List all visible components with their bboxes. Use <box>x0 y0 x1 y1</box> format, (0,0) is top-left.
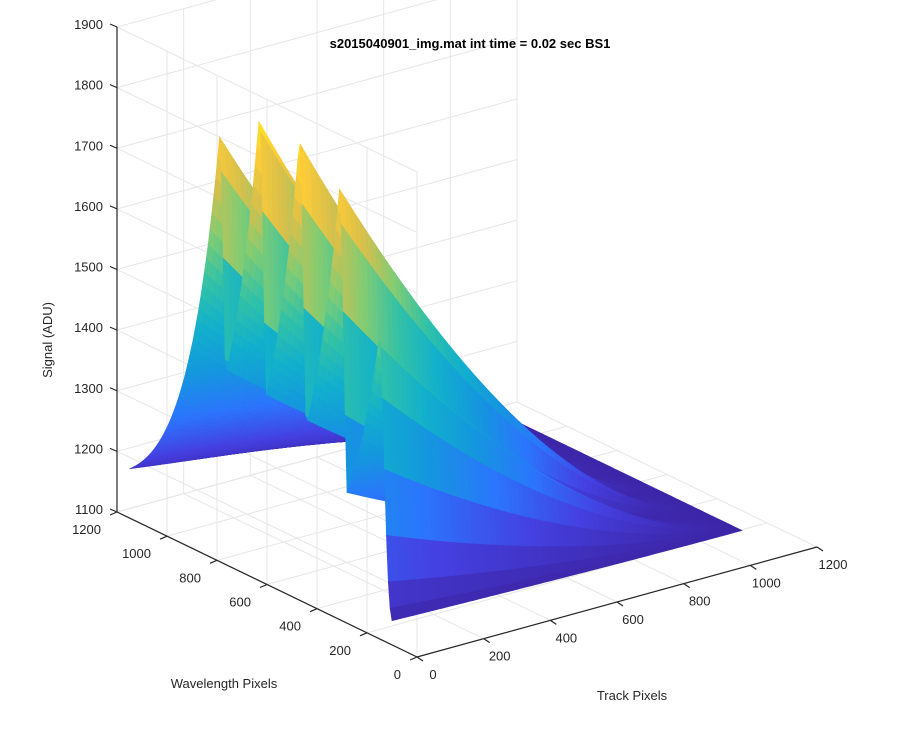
surface-layer <box>129 120 743 622</box>
